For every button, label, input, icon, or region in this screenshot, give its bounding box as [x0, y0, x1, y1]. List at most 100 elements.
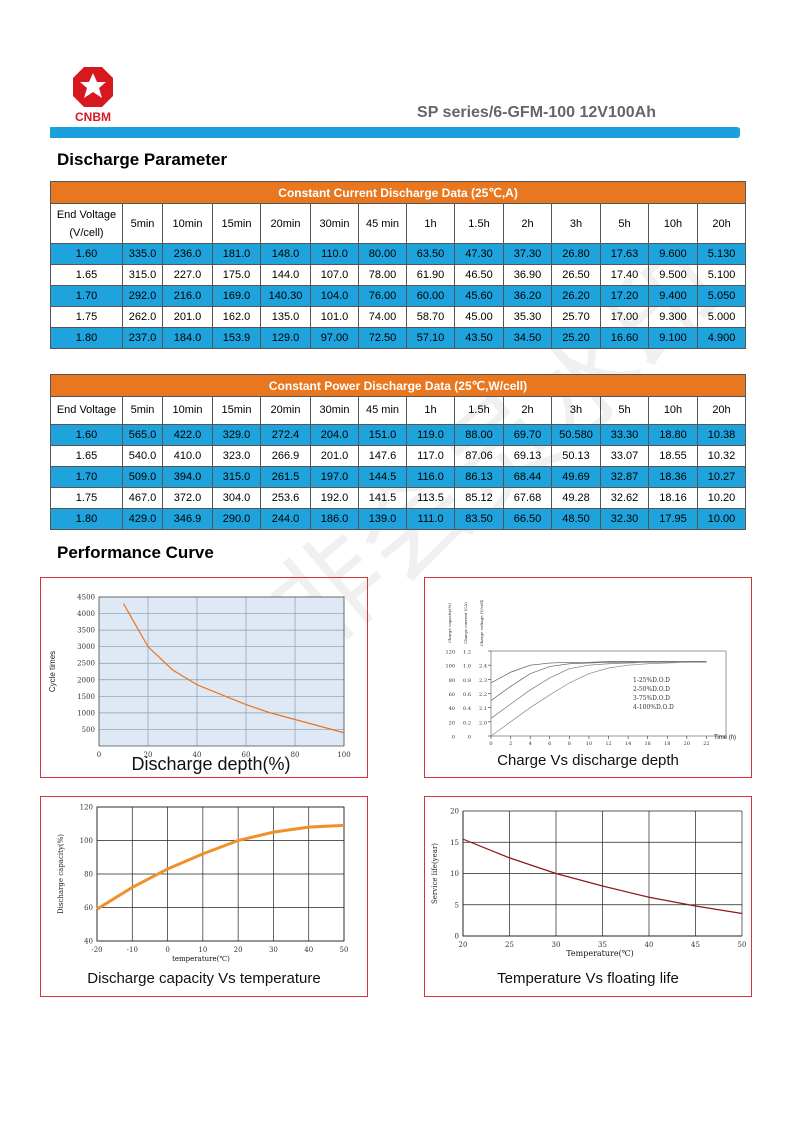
x-tick-label: 6: [548, 741, 551, 747]
series-line: [490, 661, 707, 684]
header-cell: 2h: [503, 396, 552, 425]
cell: 111.0: [406, 508, 455, 530]
cell: 184.0: [162, 327, 213, 349]
header-cell: 45 min: [358, 203, 407, 244]
header-cell: 3h: [551, 396, 601, 425]
cell: 61.90: [406, 264, 455, 286]
legend-entry: 2-50%D.O.D: [633, 686, 670, 693]
x-tick-label: 10: [198, 946, 207, 954]
y-tick-label: 15: [450, 839, 459, 847]
table: Constant Current Discharge Data (25℃,A) E…: [49, 181, 747, 349]
cell: 32.30: [600, 508, 649, 530]
cell: 67.68: [503, 487, 552, 509]
header-cell: 1.5h: [454, 396, 504, 425]
y-tick-label: 1.2: [463, 650, 471, 656]
cell: 18.55: [648, 445, 698, 467]
cell: 69.13: [503, 445, 552, 467]
series-line: [96, 823, 345, 911]
cell: 201.0: [310, 445, 359, 467]
chart-title: Charge Vs discharge depth: [497, 752, 679, 769]
header-cell: 10h: [648, 396, 698, 425]
cell: 5.130: [696, 243, 747, 265]
header-cell: 20h: [696, 203, 747, 244]
logo: CNBM: [73, 67, 113, 124]
cell: 227.0: [162, 264, 213, 286]
row: 1.75 262.0 201.0 162.0 135.0 101.0 74.00 58.70 4…: [50, 306, 747, 328]
header-cell: 5h: [600, 396, 649, 425]
cell: 80.00: [358, 243, 407, 265]
cell: 35.30: [503, 306, 552, 328]
cell: 17.20: [600, 285, 649, 307]
cell: 57.10: [406, 327, 455, 349]
y-tick-label: 3000: [77, 643, 95, 651]
cell: 1.70: [50, 466, 123, 488]
y-tick-label: 4000: [77, 610, 95, 618]
cell: 76.00: [358, 285, 407, 307]
cell: 18.16: [648, 487, 698, 509]
chart: 40 60 80 100 120 -20 -10 0 10 20 30 40 50 temperature…: [57, 804, 348, 988]
y-tick-label: 2000: [77, 676, 95, 684]
x-tick-label: 100: [337, 751, 350, 759]
y-tick-label: 20: [449, 720, 455, 726]
y-axis-label: Charge capacity(%): [447, 603, 452, 643]
cell: 290.0: [212, 508, 261, 530]
y-tick-label: 10: [450, 870, 459, 878]
y-tick-label: 1000: [77, 709, 95, 717]
cell: 87.06: [454, 445, 504, 467]
y-tick-label: 2.2: [479, 692, 487, 698]
cell: 33.30: [600, 424, 649, 446]
x-tick-label: 4: [529, 741, 532, 747]
x-tick-label: 22: [703, 741, 709, 747]
series-line: [490, 661, 707, 737]
cell: 74.00: [358, 306, 407, 328]
y-tick-label: 500: [82, 726, 95, 734]
plot-frame: [490, 650, 727, 737]
cell: 45.00: [454, 306, 504, 328]
x-tick-label: -20: [91, 946, 102, 954]
cell: 25.20: [551, 327, 601, 349]
x-tick-label: 20: [459, 941, 468, 949]
y-tick-label: 0: [455, 933, 459, 941]
plot-bg: [99, 597, 344, 746]
cell: 266.9: [260, 445, 311, 467]
cell: 116.0: [406, 466, 455, 488]
chart-title: Discharge capacity Vs temperature: [87, 970, 320, 987]
row: 1.80 429.0 346.9 290.0 244.0 186.0 139.0 111.0 8…: [50, 508, 746, 530]
header-cell: 3h: [551, 203, 601, 244]
x-tick-label: 0: [165, 946, 169, 954]
cell: 323.0: [212, 445, 261, 467]
cell: 46.50: [454, 264, 504, 286]
x-tick-label: 50: [738, 941, 747, 949]
cell: 9.500: [648, 264, 698, 286]
cell: 9.400: [648, 285, 698, 307]
y-tick-label: 0: [468, 735, 471, 741]
cell: 1.80: [50, 327, 123, 349]
cell: 119.0: [406, 424, 455, 446]
cell: 83.50: [454, 508, 504, 530]
x-tick-label: 40: [193, 751, 202, 759]
header-cell: 15min: [212, 396, 261, 425]
cell: 141.5: [358, 487, 407, 509]
cell: 186.0: [310, 508, 359, 530]
x-tick-label: 18: [664, 741, 670, 747]
x-tick-label: 30: [552, 941, 561, 949]
x-tick-label: 60: [242, 751, 251, 759]
x-tick-label: 16: [644, 741, 650, 747]
cell: 201.0: [162, 306, 213, 328]
cell: 292.0: [122, 285, 163, 307]
cell: 244.0: [260, 508, 311, 530]
x-axis-label: Time (h): [714, 735, 736, 741]
row: 1.70 292.0 216.0 169.0 140.30 104.0 76.00 60.00…: [50, 285, 747, 307]
row: 1.75 467.0 372.0 304.0 253.6 192.0 141.5 113.5 8…: [50, 487, 746, 509]
x-tick-label: -10: [127, 946, 138, 954]
header-cell: 10h: [648, 203, 698, 244]
cell: 304.0: [212, 487, 261, 509]
cell: 429.0: [122, 508, 163, 530]
cell: 68.44: [503, 466, 552, 488]
cell: 45.60: [454, 285, 504, 307]
cell: 26.80: [551, 243, 601, 265]
y-tick-label: 1500: [77, 693, 95, 701]
cell: 17.40: [600, 264, 649, 286]
legend-entry: 4-100%D.O.D: [633, 704, 674, 711]
cell: 216.0: [162, 285, 213, 307]
